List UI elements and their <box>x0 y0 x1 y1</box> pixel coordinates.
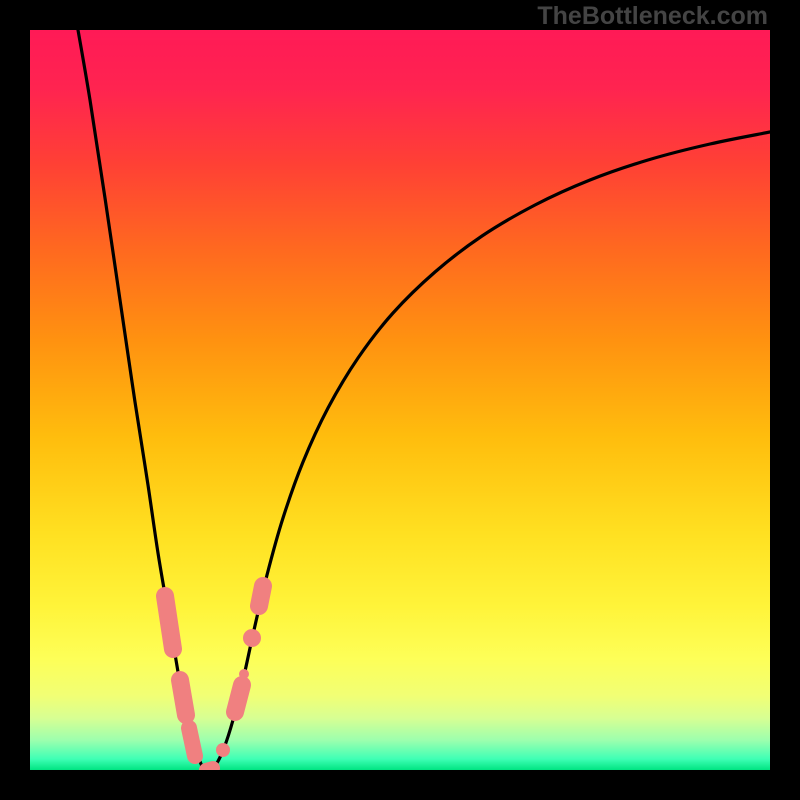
chart-svg <box>30 30 770 770</box>
marker-segment <box>235 685 242 712</box>
marker-segment <box>165 596 173 649</box>
marker-dot <box>243 629 261 647</box>
marker-segment <box>189 728 195 756</box>
plot-area <box>30 30 770 770</box>
marker-segment <box>259 586 263 606</box>
marker-segment <box>180 680 186 715</box>
left-curve <box>78 30 208 770</box>
right-curve <box>208 132 770 770</box>
watermark-text: TheBottleneck.com <box>537 2 768 31</box>
marker-segment <box>206 768 213 770</box>
marker-dot <box>239 669 249 679</box>
marker-dot <box>216 743 230 757</box>
